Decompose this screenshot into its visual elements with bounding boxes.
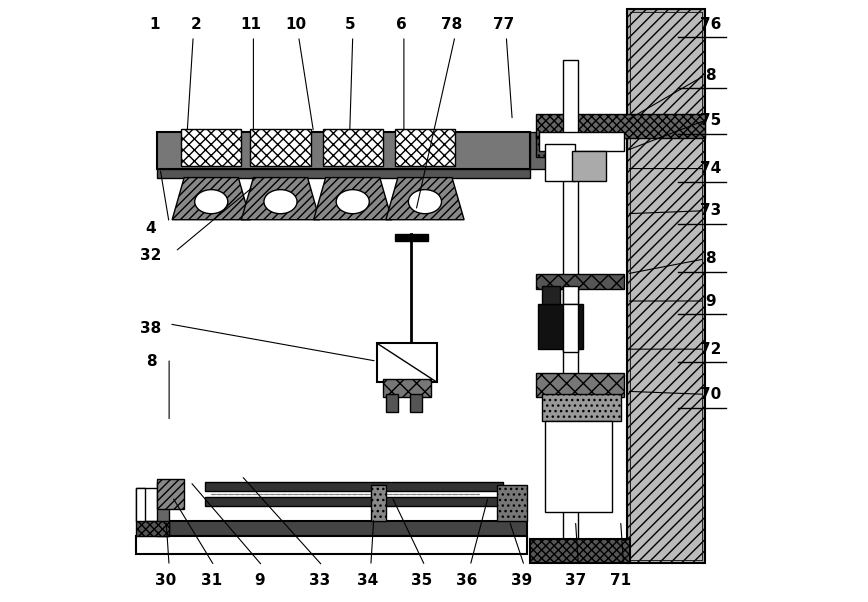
Bar — [250, 129, 311, 166]
Text: 10: 10 — [285, 17, 306, 31]
Text: 6: 6 — [396, 17, 406, 31]
Bar — [537, 304, 582, 349]
Bar — [395, 234, 428, 241]
Text: 38: 38 — [141, 321, 161, 335]
Text: 39: 39 — [510, 574, 532, 588]
Bar — [536, 132, 561, 157]
Bar — [542, 394, 621, 421]
Bar — [383, 379, 431, 397]
Bar — [536, 114, 705, 138]
Ellipse shape — [264, 190, 297, 214]
Bar — [530, 539, 629, 563]
Bar — [136, 521, 169, 536]
Text: 1: 1 — [148, 17, 160, 31]
Text: 4: 4 — [146, 222, 156, 236]
Bar — [563, 304, 578, 352]
Text: 30: 30 — [155, 574, 177, 588]
Bar — [536, 373, 623, 397]
Text: 36: 36 — [457, 574, 477, 588]
Bar — [539, 132, 623, 150]
Bar — [157, 521, 527, 536]
Bar — [629, 12, 702, 560]
Polygon shape — [386, 178, 464, 220]
Text: 78: 78 — [442, 17, 463, 31]
Bar — [395, 129, 455, 166]
Text: 34: 34 — [357, 574, 378, 588]
Bar — [563, 60, 578, 542]
Bar — [157, 132, 530, 169]
Text: 33: 33 — [309, 574, 330, 588]
Text: 2: 2 — [191, 17, 201, 31]
Ellipse shape — [194, 190, 227, 214]
Bar — [530, 132, 549, 169]
Text: 74: 74 — [700, 161, 721, 176]
Text: 32: 32 — [141, 249, 161, 263]
Text: 31: 31 — [201, 574, 222, 588]
Bar — [157, 169, 530, 178]
Bar — [136, 536, 527, 554]
Bar — [136, 488, 145, 521]
Polygon shape — [313, 178, 391, 220]
Text: 8: 8 — [706, 252, 716, 266]
Bar — [573, 150, 606, 181]
Text: 73: 73 — [700, 203, 721, 218]
Bar — [386, 394, 398, 412]
Text: 35: 35 — [411, 574, 432, 588]
Bar — [629, 12, 702, 560]
Bar — [323, 129, 383, 166]
Polygon shape — [172, 178, 250, 220]
Bar — [545, 144, 575, 181]
Polygon shape — [241, 178, 319, 220]
Bar — [377, 343, 437, 382]
Text: 37: 37 — [565, 574, 586, 588]
Ellipse shape — [336, 190, 369, 214]
Ellipse shape — [409, 190, 442, 214]
Text: 76: 76 — [700, 17, 721, 31]
Text: 8: 8 — [146, 354, 156, 368]
Bar — [627, 9, 705, 563]
Bar — [542, 286, 561, 304]
Text: 77: 77 — [493, 17, 514, 31]
Bar — [181, 129, 241, 166]
Bar — [545, 421, 612, 512]
Bar — [563, 286, 578, 304]
Bar — [157, 482, 169, 536]
Bar — [371, 485, 386, 521]
Bar — [205, 497, 503, 506]
Bar — [410, 394, 422, 412]
Text: 9: 9 — [254, 574, 265, 588]
Text: 75: 75 — [700, 113, 721, 128]
Bar — [497, 485, 527, 521]
Text: 5: 5 — [345, 17, 355, 31]
Text: 70: 70 — [700, 387, 721, 402]
Text: 71: 71 — [610, 574, 631, 588]
Bar — [136, 488, 160, 521]
Bar — [157, 479, 184, 509]
Text: 9: 9 — [706, 294, 716, 308]
Bar — [536, 274, 623, 289]
Text: 72: 72 — [700, 342, 721, 356]
Bar — [205, 482, 503, 491]
Text: 11: 11 — [240, 17, 261, 31]
Text: 8: 8 — [706, 68, 716, 82]
